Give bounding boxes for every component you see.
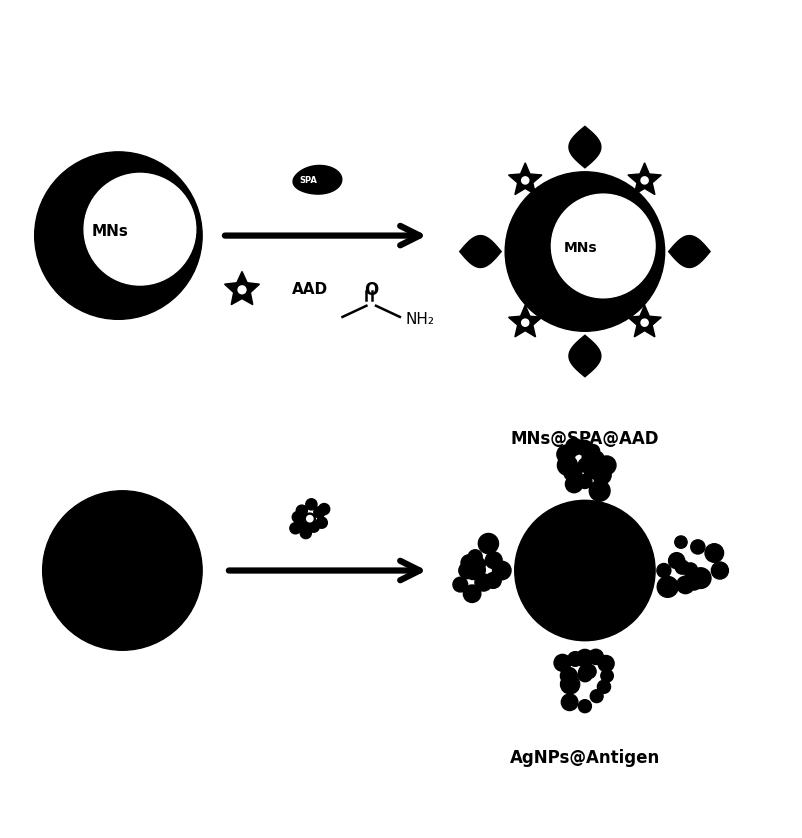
Circle shape (492, 561, 510, 580)
Circle shape (567, 652, 581, 666)
Circle shape (577, 700, 590, 712)
Circle shape (308, 521, 319, 532)
Circle shape (557, 455, 577, 475)
Circle shape (577, 668, 591, 682)
Text: MNs: MNs (564, 241, 597, 255)
Circle shape (704, 544, 723, 562)
Circle shape (668, 552, 684, 569)
Circle shape (484, 572, 500, 588)
Circle shape (711, 562, 727, 579)
Circle shape (588, 649, 602, 665)
Circle shape (300, 527, 311, 539)
Circle shape (304, 513, 315, 525)
Polygon shape (569, 127, 600, 168)
Circle shape (577, 441, 592, 456)
Circle shape (563, 463, 581, 481)
Circle shape (237, 286, 245, 294)
Circle shape (585, 444, 599, 458)
Circle shape (84, 173, 196, 285)
Circle shape (560, 675, 579, 694)
Circle shape (561, 694, 577, 711)
Circle shape (452, 577, 467, 592)
Polygon shape (627, 305, 661, 337)
Circle shape (589, 480, 610, 501)
Circle shape (465, 566, 480, 580)
Polygon shape (225, 272, 259, 305)
Circle shape (521, 319, 529, 326)
Circle shape (581, 451, 595, 464)
Polygon shape (508, 163, 541, 194)
Circle shape (298, 520, 309, 530)
Text: O: O (363, 281, 378, 299)
Circle shape (478, 534, 498, 554)
Circle shape (656, 577, 677, 597)
Circle shape (584, 464, 597, 478)
Circle shape (458, 562, 475, 579)
Circle shape (589, 690, 602, 702)
Circle shape (589, 451, 603, 466)
Circle shape (296, 505, 307, 516)
Circle shape (683, 563, 697, 577)
Circle shape (468, 550, 482, 564)
Circle shape (597, 680, 610, 693)
Circle shape (514, 500, 654, 641)
Circle shape (600, 670, 613, 682)
Circle shape (684, 572, 698, 585)
Circle shape (316, 517, 327, 528)
Text: MNs@SPA@AAD: MNs@SPA@AAD (510, 430, 658, 448)
Polygon shape (668, 235, 709, 267)
Circle shape (34, 152, 202, 319)
Circle shape (484, 552, 501, 569)
Circle shape (551, 194, 654, 297)
Circle shape (581, 665, 595, 679)
Circle shape (640, 177, 647, 184)
Circle shape (306, 499, 317, 510)
Polygon shape (459, 235, 500, 267)
Circle shape (577, 474, 591, 489)
Circle shape (565, 438, 582, 455)
Circle shape (556, 445, 574, 463)
Circle shape (690, 540, 704, 554)
Polygon shape (508, 305, 541, 337)
Circle shape (575, 649, 593, 667)
Circle shape (318, 504, 330, 515)
Circle shape (674, 560, 688, 574)
Circle shape (592, 466, 610, 484)
Circle shape (460, 555, 476, 571)
Circle shape (685, 574, 701, 590)
Circle shape (463, 585, 480, 603)
Circle shape (656, 563, 670, 577)
Text: SPA: SPA (299, 176, 317, 185)
Circle shape (676, 576, 694, 593)
Circle shape (314, 507, 325, 518)
Circle shape (577, 458, 592, 472)
Circle shape (577, 665, 592, 680)
Circle shape (521, 177, 529, 184)
Polygon shape (293, 165, 342, 194)
Circle shape (471, 557, 484, 572)
Circle shape (290, 523, 301, 534)
Text: MNs: MNs (92, 224, 128, 239)
Circle shape (565, 475, 582, 493)
Circle shape (43, 491, 202, 650)
Circle shape (471, 563, 484, 577)
Circle shape (504, 172, 664, 331)
Text: AAD: AAD (291, 282, 327, 297)
Circle shape (690, 568, 710, 588)
Circle shape (553, 654, 570, 671)
Text: NH₂: NH₂ (405, 312, 434, 327)
Circle shape (597, 456, 615, 474)
Circle shape (674, 536, 687, 548)
Circle shape (560, 667, 577, 684)
Circle shape (292, 511, 303, 523)
Circle shape (474, 574, 492, 591)
Polygon shape (569, 335, 600, 377)
Text: AgNPs@Antigen: AgNPs@Antigen (509, 749, 659, 767)
Polygon shape (627, 163, 661, 194)
Circle shape (306, 515, 313, 522)
Circle shape (640, 319, 647, 326)
Circle shape (597, 655, 614, 671)
